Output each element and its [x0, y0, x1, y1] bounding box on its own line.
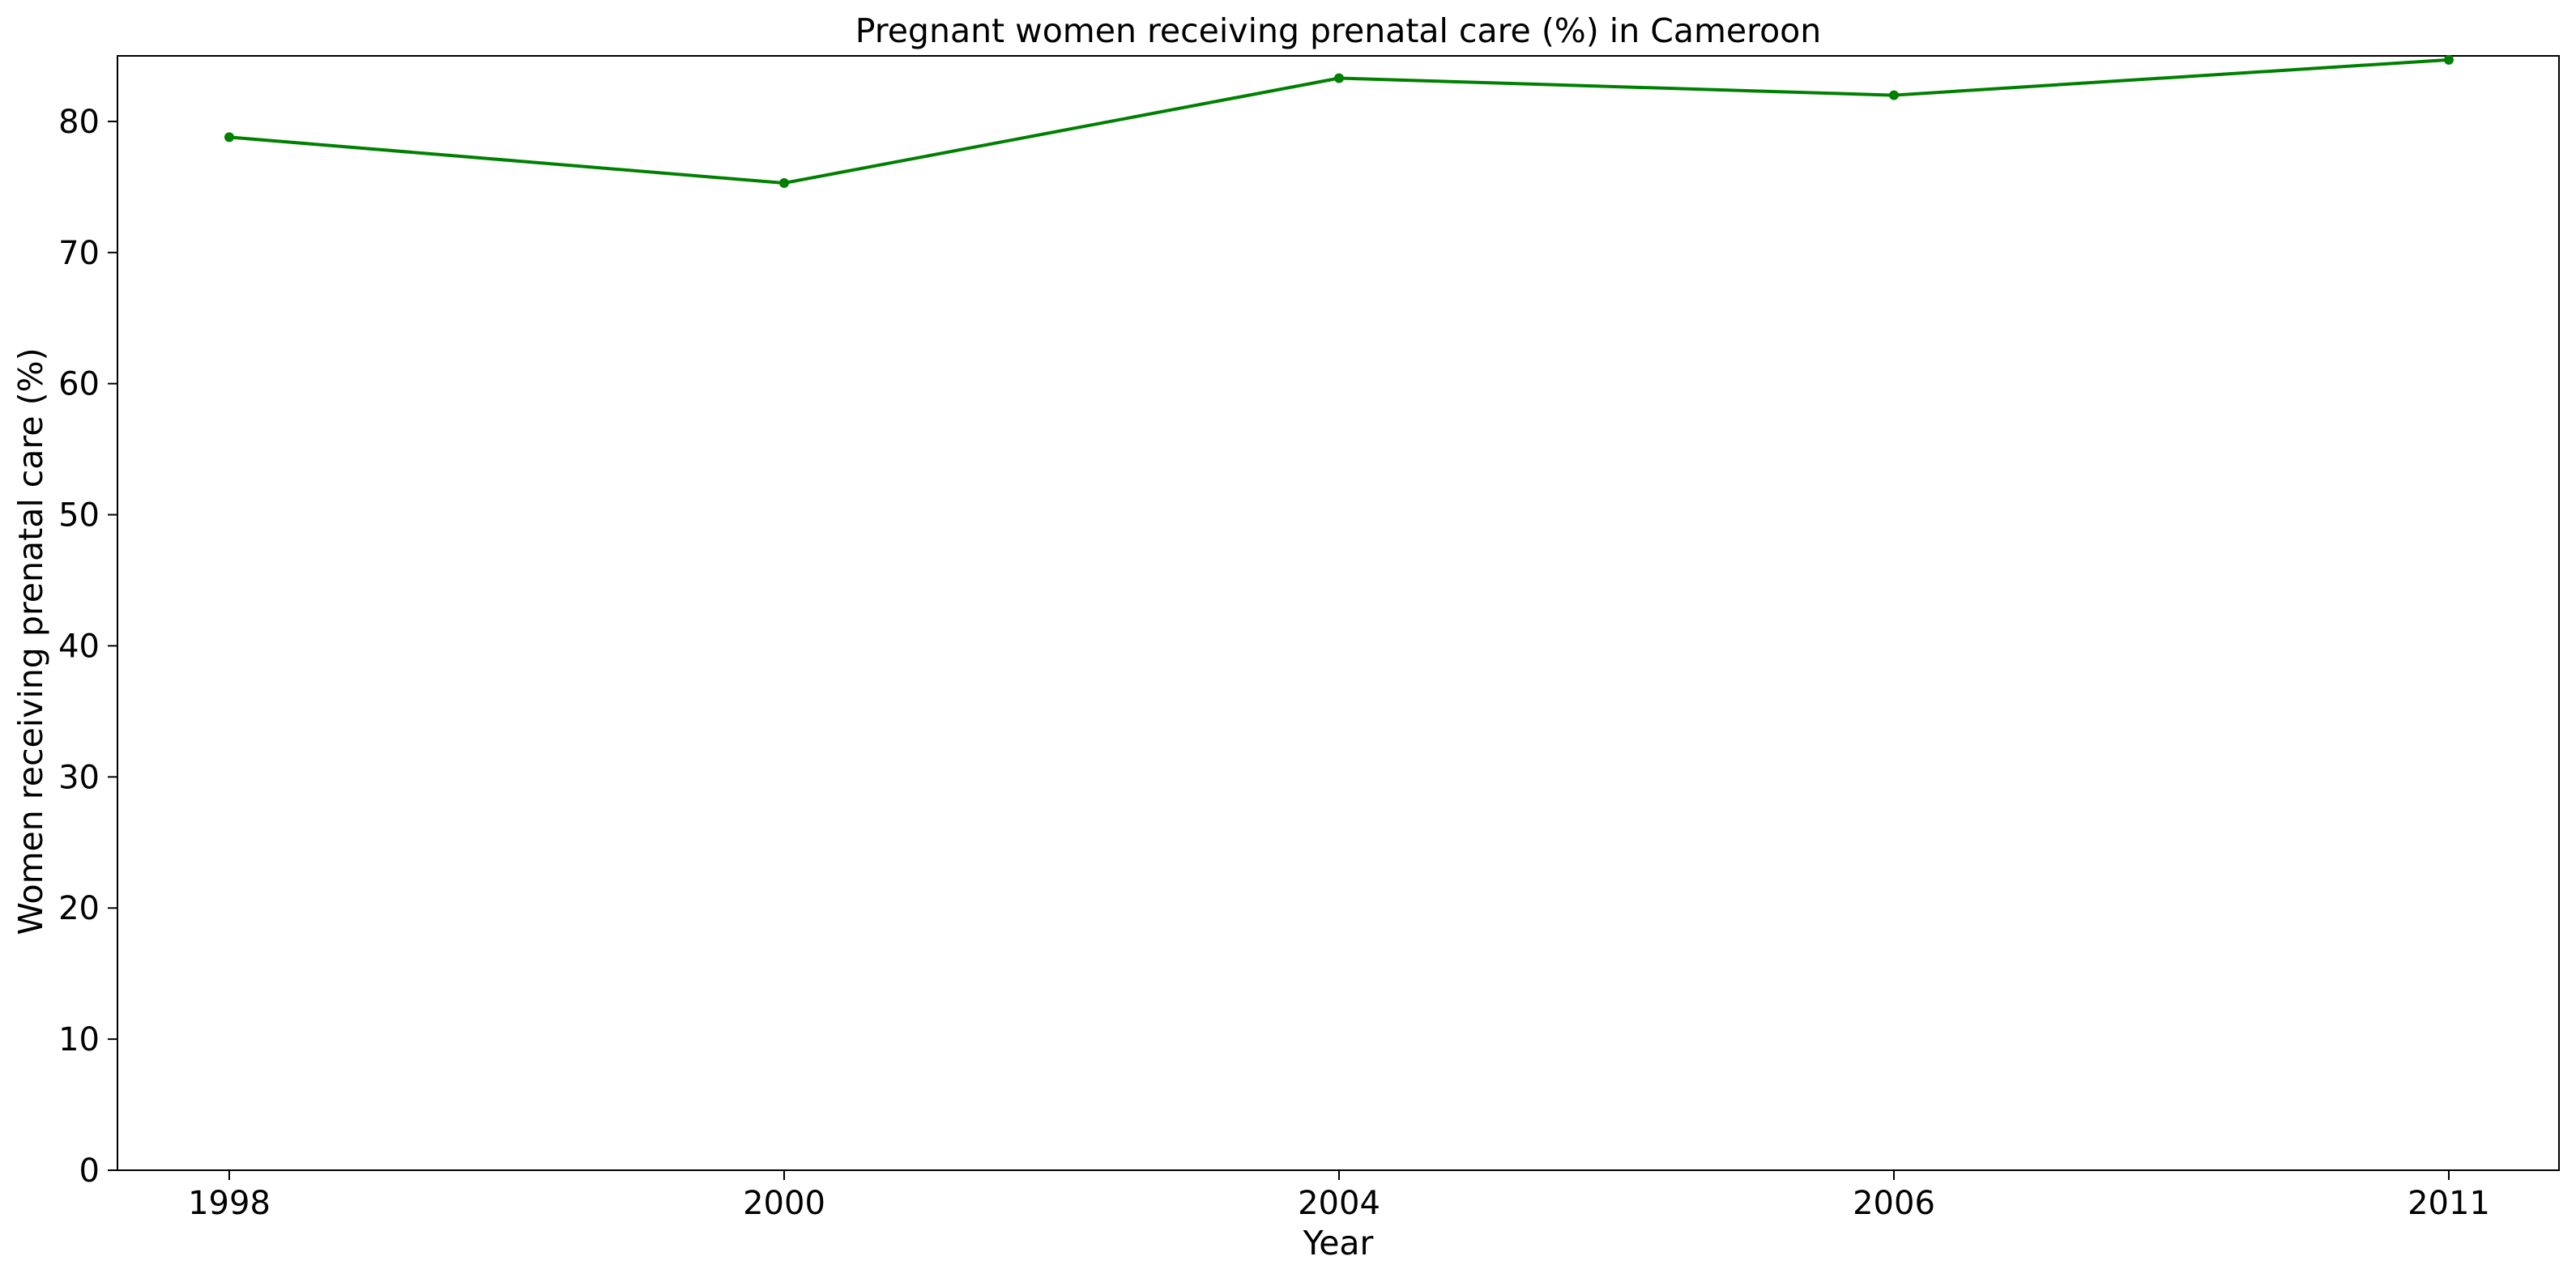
y-tick-label: 60	[58, 366, 100, 403]
data-point	[1889, 90, 1899, 100]
y-axis-label: Women receiving prenatal care (%)	[11, 347, 50, 935]
y-tick-label: 50	[58, 497, 100, 535]
y-tick-label: 10	[58, 1021, 100, 1058]
y-tick-label: 70	[58, 235, 100, 272]
data-point	[2444, 54, 2454, 65]
data-point	[224, 132, 234, 143]
data-point	[1334, 73, 1344, 83]
x-axis-label: Year	[1303, 1224, 1374, 1263]
y-tick-label: 30	[58, 759, 100, 796]
x-tick-label: 2006	[1853, 1185, 1935, 1222]
x-tick-label: 2000	[743, 1185, 825, 1222]
y-tick-label: 0	[79, 1152, 100, 1190]
x-tick-label: 2011	[2408, 1185, 2490, 1222]
y-tick-label: 80	[58, 104, 100, 141]
x-tick-label: 1998	[188, 1185, 271, 1222]
data-point	[779, 178, 789, 189]
y-tick-label: 20	[58, 890, 100, 927]
x-tick-label: 2004	[1298, 1185, 1380, 1222]
plot-area: 0 10 20 30 40 50 60 70 80 1998 2000 2004 2006 2011	[58, 54, 2560, 1222]
y-tick-label: 40	[58, 628, 100, 665]
chart-title: Pregnant women receiving prenatal care (…	[855, 11, 1821, 50]
